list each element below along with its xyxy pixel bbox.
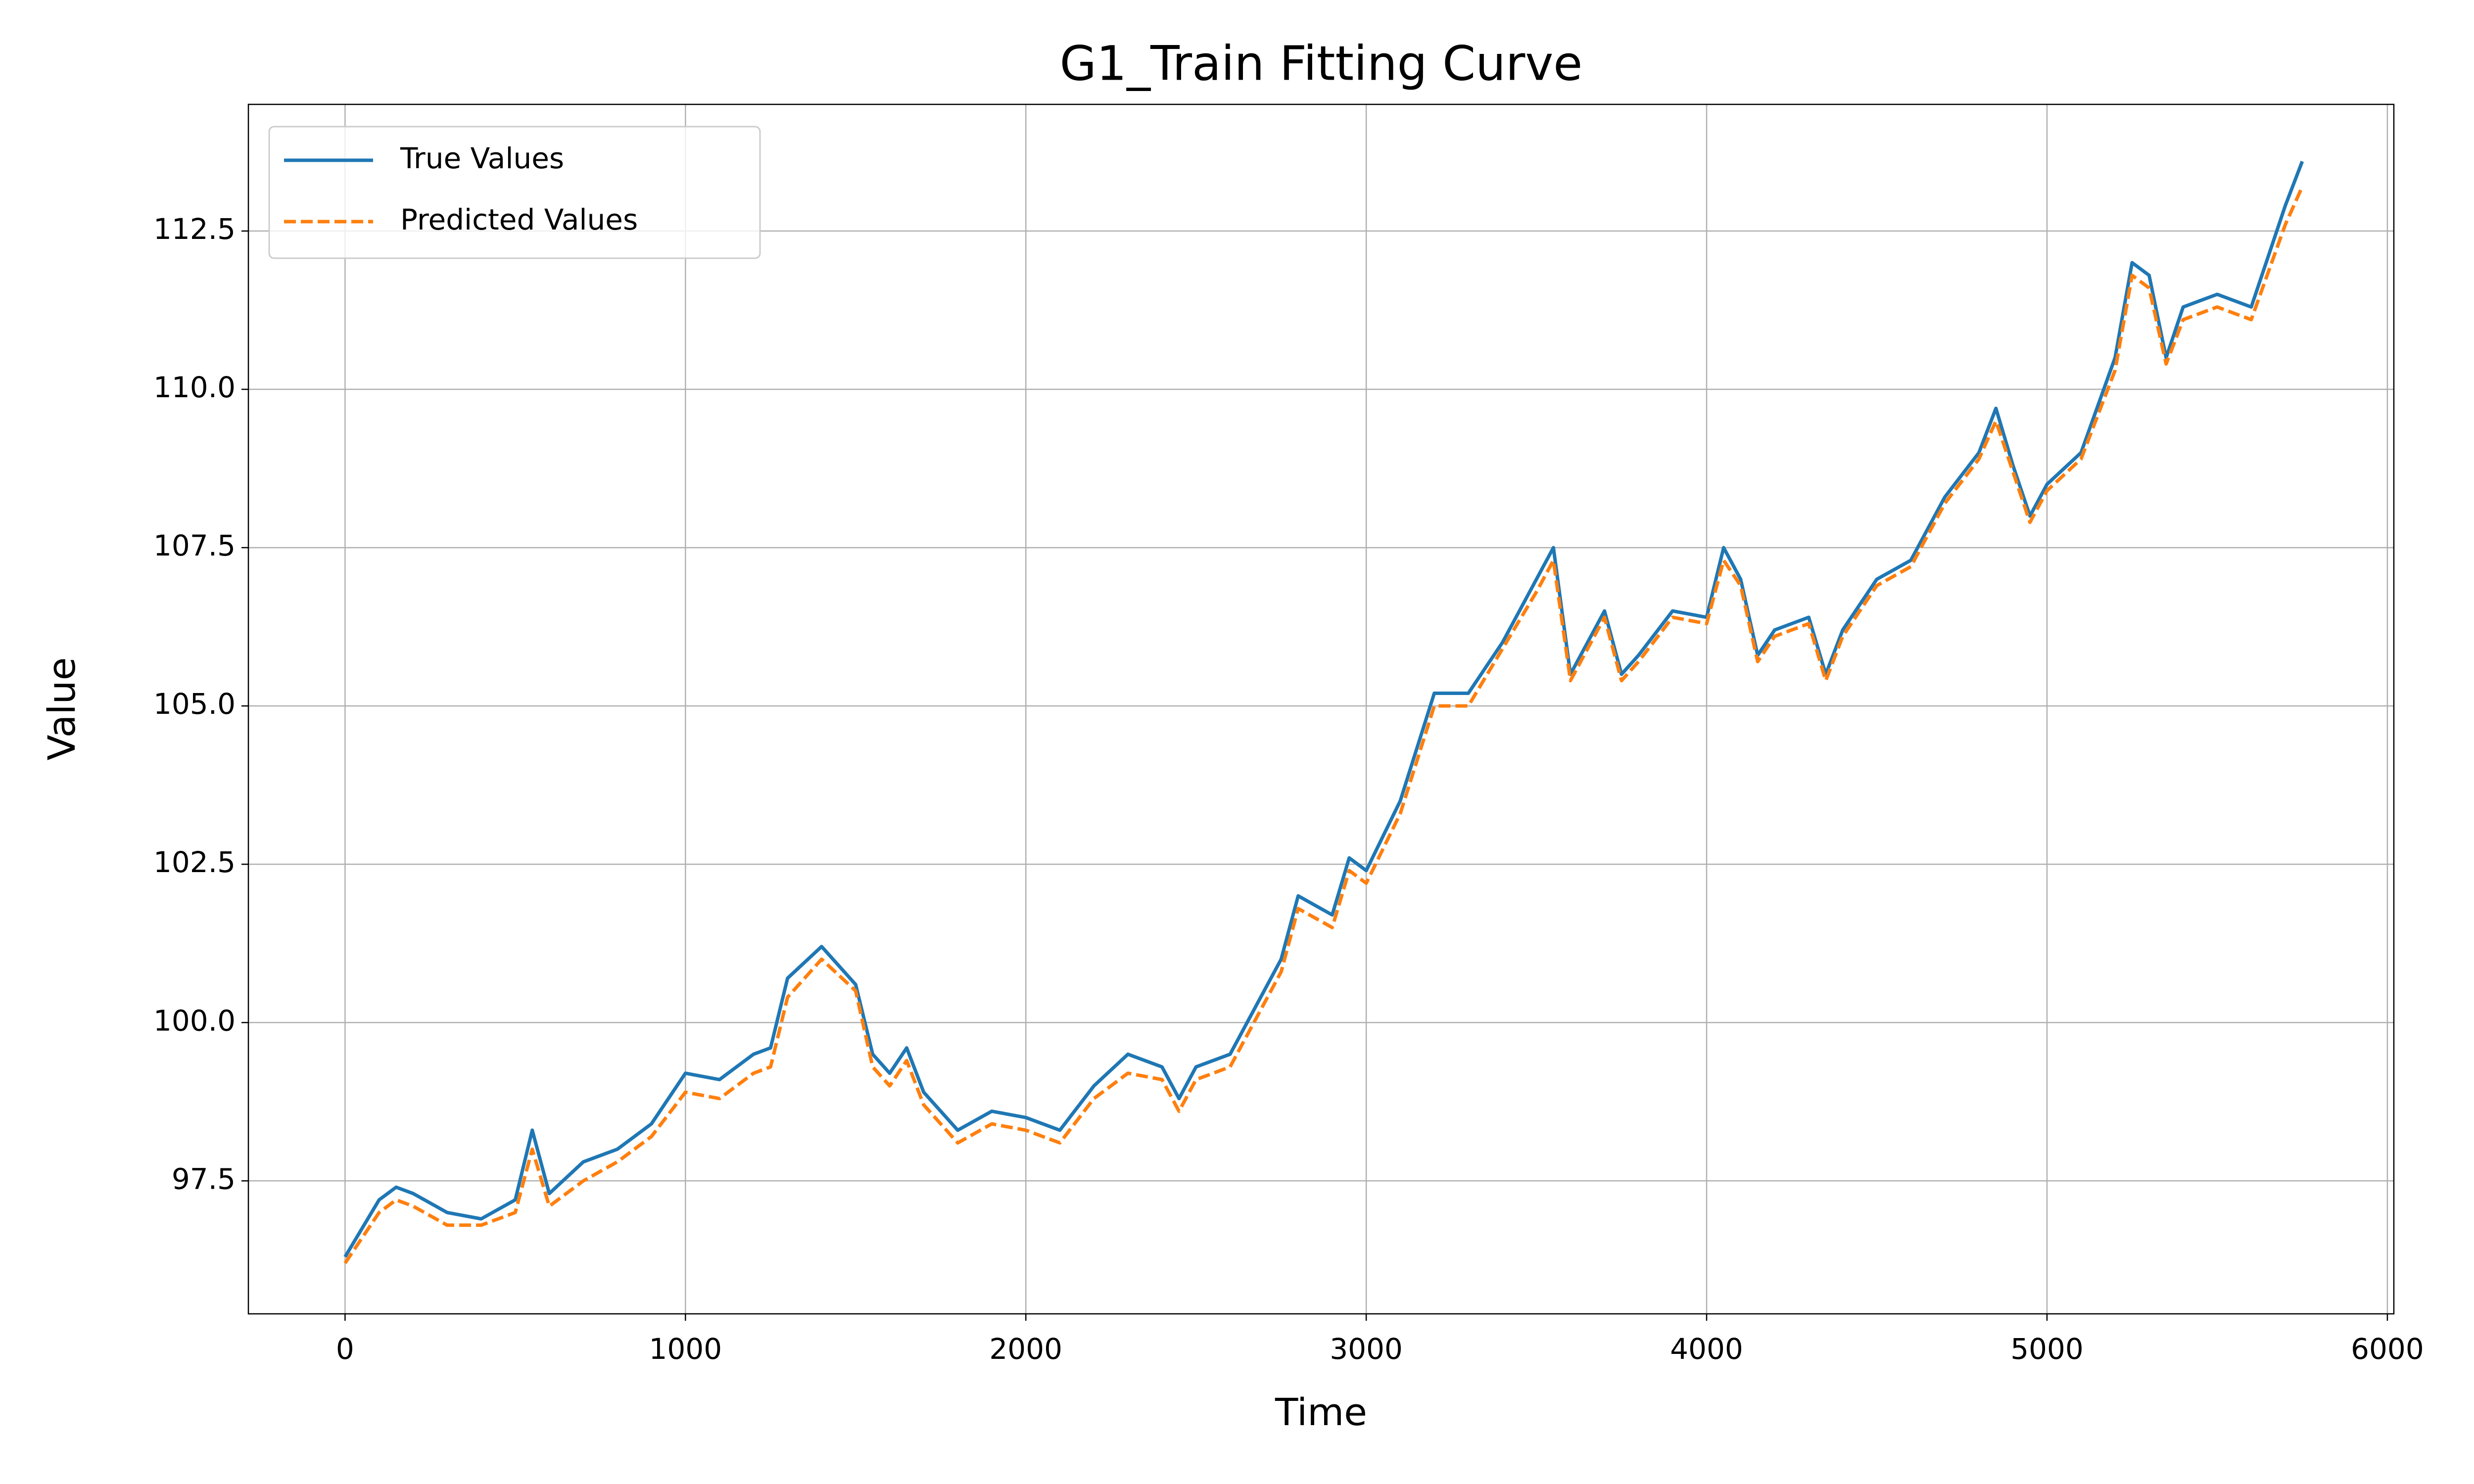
y-tick-label: 97.5	[172, 1162, 236, 1196]
y-tick-label: 105.0	[153, 687, 236, 721]
y-tick-label: 102.5	[153, 845, 236, 879]
legend-label: Predicted Values	[400, 203, 638, 236]
plot-frame	[247, 103, 2395, 1315]
legend-box	[268, 126, 761, 259]
y-tick-label: 107.5	[153, 529, 236, 562]
y-tick-label: 110.0	[153, 371, 236, 404]
x-tick-label: 6000	[2351, 1332, 2424, 1366]
legend-label: True Values	[400, 141, 564, 175]
y-axis-label: Value	[40, 657, 84, 761]
y-tick-label: 100.0	[153, 1004, 236, 1037]
x-tick-label: 2000	[989, 1332, 1062, 1366]
series-line	[343, 160, 2304, 1258]
x-axis-label: Time	[1275, 1390, 1367, 1434]
series-line	[343, 186, 2304, 1264]
x-tick-label: 0	[336, 1332, 354, 1366]
x-tick-label: 5000	[2010, 1332, 2084, 1366]
x-tick-label: 4000	[1670, 1332, 1743, 1366]
x-tick-label: 1000	[649, 1332, 722, 1366]
chart-title: G1_Train Fitting Curve	[1060, 36, 1583, 91]
x-tick-label: 3000	[1330, 1332, 1403, 1366]
y-tick-label: 112.5	[153, 212, 236, 246]
